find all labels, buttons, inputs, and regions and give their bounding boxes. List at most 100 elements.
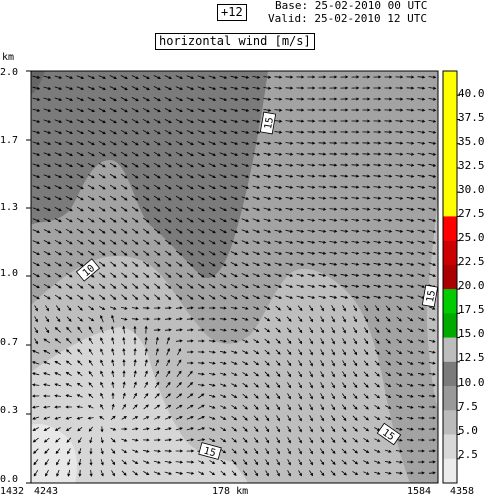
wind-arrow [175, 162, 183, 168]
wind-arrow [54, 372, 62, 376]
wind-arrow [298, 393, 302, 400]
wind-arrow [319, 448, 325, 455]
wind-arrow [285, 196, 294, 200]
wind-arrow [77, 426, 83, 432]
wind-arrow [331, 360, 335, 367]
wind-arrow [331, 393, 335, 400]
wind-arrow [352, 371, 358, 378]
wind-arrow [175, 86, 183, 90]
wind-arrow [307, 174, 316, 178]
wind-arrow [219, 294, 227, 300]
wind-arrow [87, 130, 95, 135]
wind-arrow [142, 228, 150, 234]
wind-arrow [176, 381, 182, 388]
wind-arrow [66, 316, 72, 322]
wind-arrow [67, 448, 71, 455]
wind-arrow [230, 273, 238, 278]
wind-arrow [362, 75, 371, 79]
wind-arrow [429, 416, 436, 420]
wind-arrow [110, 261, 117, 267]
wind-arrow [352, 426, 358, 432]
wind-arrow [363, 404, 369, 410]
wind-arrow [219, 119, 228, 123]
wind-arrow [242, 350, 249, 354]
wind-arrow [254, 470, 259, 477]
wind-band-2-5 [31, 327, 248, 483]
wind-arrow [208, 361, 216, 365]
wind-arrow [428, 141, 437, 145]
wind-arrow [286, 338, 292, 345]
wind-arrow [88, 326, 94, 334]
wind-arrow [153, 173, 161, 179]
wind-arrow [353, 327, 357, 334]
wind-arrow [43, 251, 51, 256]
wind-arrow [241, 240, 249, 244]
wind-arrow [395, 97, 404, 101]
wind-arrow [373, 240, 382, 244]
wind-arrow [32, 97, 41, 101]
wind-arrow [296, 86, 305, 90]
wind-arrow [298, 382, 302, 389]
wind-arrow [252, 273, 260, 277]
wind-arrow [265, 426, 270, 433]
wind-arrow [429, 350, 436, 354]
wind-arrow [65, 196, 73, 201]
colorbar-segment [443, 119, 457, 145]
wind-arrow [341, 448, 347, 454]
wind-arrow [417, 163, 426, 167]
wind-arrow [208, 141, 216, 145]
wind-arrow [320, 393, 324, 400]
wind-arrow [230, 97, 239, 101]
wind-arrow [363, 371, 369, 377]
wind-arrow [231, 350, 238, 354]
wind-arrow [275, 316, 281, 322]
wind-arrow [241, 273, 249, 277]
wind-arrow [286, 316, 292, 322]
wind-arrow [252, 75, 261, 79]
y-tick-label: 2.0 [0, 67, 19, 78]
wind-arrow [263, 240, 272, 244]
wind-arrow [142, 217, 150, 223]
wind-arrow [263, 185, 272, 189]
wind-arrow [121, 449, 127, 454]
wind-arrow [120, 206, 128, 212]
wind-arrow [396, 383, 403, 387]
wind-arrow [43, 185, 51, 189]
wind-arrow [395, 416, 403, 420]
wind-arrow [285, 284, 294, 288]
wind-arrow [418, 306, 425, 310]
wind-arrow [342, 360, 346, 367]
wind-arrow [67, 469, 71, 477]
wind-arrow [428, 152, 437, 156]
wind-arrow [187, 382, 194, 388]
wind-arrow [111, 336, 115, 345]
wind-arrow [318, 229, 327, 233]
wind-arrow [309, 316, 314, 323]
wind-arrow [109, 97, 117, 102]
wind-arrow [219, 97, 228, 101]
wind-arrow [286, 327, 292, 333]
wind-arrow [76, 217, 84, 223]
wind-arrow [230, 152, 239, 156]
wind-arrow [87, 195, 95, 201]
wind-arrow [175, 427, 183, 431]
wind-arrow [220, 437, 227, 443]
wind-arrow [98, 151, 106, 157]
wind-arrow [175, 151, 183, 157]
wind-arrow [32, 174, 41, 178]
wind-arrow [110, 294, 117, 300]
wind-arrow [318, 251, 327, 255]
wind-arrow [197, 404, 205, 410]
wind-arrow [264, 404, 270, 411]
wind-arrow [197, 350, 205, 354]
wind-arrow [66, 338, 72, 344]
wind-arrow [43, 294, 51, 300]
wind-arrow [297, 327, 303, 334]
wind-arrow [241, 207, 250, 211]
wind-arrow [98, 130, 106, 135]
wind-arrow [395, 108, 404, 112]
wind-arrow [144, 381, 148, 388]
colorbar-segment [443, 434, 457, 460]
wind-arrow [242, 339, 249, 343]
wind-arrow [429, 317, 436, 321]
